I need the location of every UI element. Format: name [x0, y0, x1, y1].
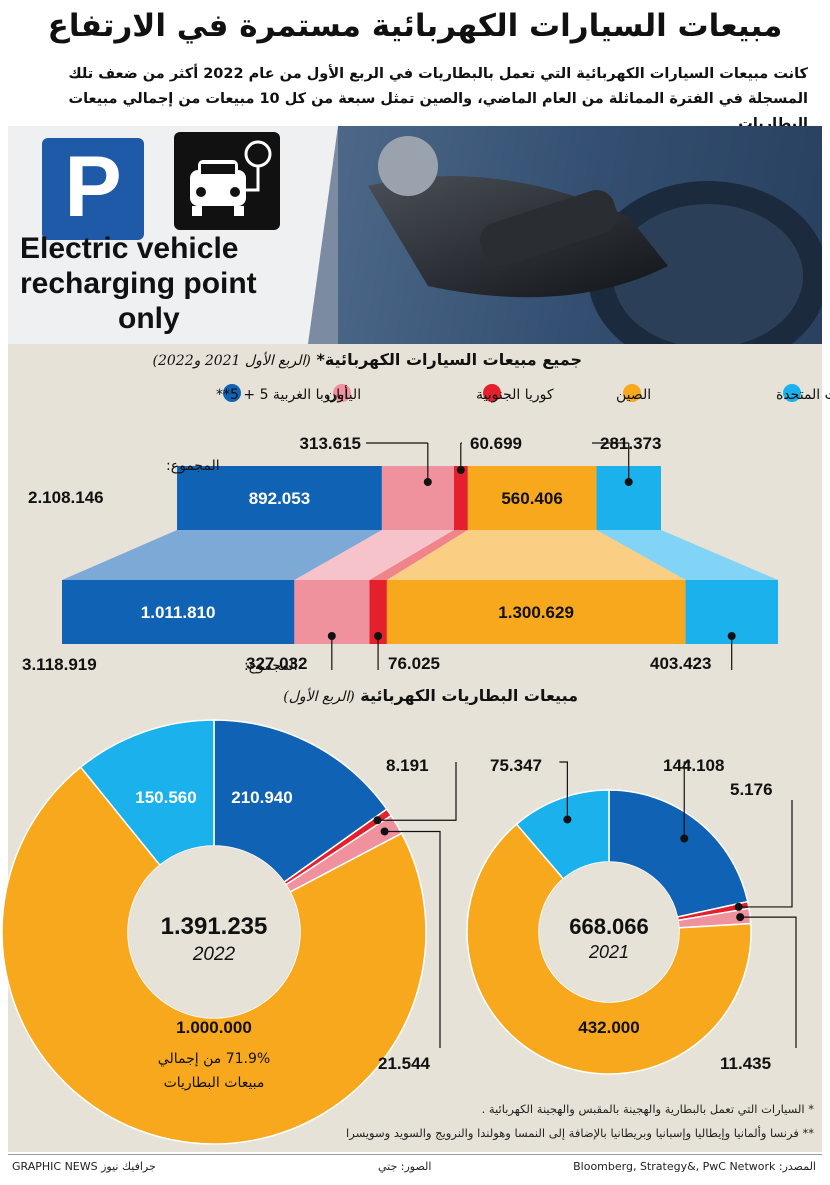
sign-line-2: recharging point: [20, 267, 257, 300]
callout-label-2022-korea: 76.025: [388, 654, 440, 673]
legend-swatch-japan: [333, 384, 351, 402]
callout-line-donut2021-korea: [738, 800, 793, 908]
slice-label-2022-china: 1.000.000: [176, 1018, 252, 1037]
donut-year-2022: 2022: [192, 944, 236, 965]
callout-label-donut2021-europe: 144.108: [663, 756, 724, 775]
legend-swatch-china: [623, 384, 641, 402]
bar-2022-china: [386, 580, 686, 644]
callout-line-donut2022-korea: [377, 762, 457, 821]
bar-label-2022-china: 1.300.629: [498, 603, 574, 622]
callout-line-donut2021-usa: [559, 761, 568, 820]
ev-sales-subtitle: (الربع الأول 2021 و2022): [152, 353, 311, 369]
connector-korea: [369, 530, 468, 580]
sign-line-3: only: [118, 302, 180, 335]
slice-note-2022-line2: مبيعات البطاريات: [164, 1075, 265, 1091]
callout-label-2021-usa: 281.373: [600, 434, 661, 453]
page-subtitle: كانت مبيعات السيارات الكهربائية التي تعم…: [68, 66, 808, 132]
connector-usa: [596, 530, 778, 580]
legend-swatch-europe: [223, 384, 241, 402]
legend-label-china: الصين: [616, 387, 651, 403]
callout-dot-2021-usa: [624, 478, 633, 486]
ev-sales-title-text: جميع مبيعات السيارات الكهربائية*: [316, 350, 582, 369]
bar-label-2022-europe: 1.011.810: [141, 603, 216, 622]
credits-bar: المصدر: Bloomberg, Strategy&, PwC Networ…: [8, 1154, 822, 1179]
total-label-2022: المجموع:: [244, 658, 298, 674]
bar-2021-japan: [381, 466, 454, 530]
connector-japan: [294, 530, 454, 580]
total-label-2021: المجموع:: [166, 458, 220, 474]
callout-label-2021-korea: 60.699: [470, 434, 522, 453]
callout-line-donut2022-japan: [384, 830, 441, 1048]
legend-label-japan: اليابان: [326, 387, 361, 403]
bar-2022-europe: [62, 580, 295, 644]
donut-total-2021: 668.066: [569, 914, 649, 939]
legend-label-europe: أوروبا الغربية 5 + 5**: [216, 385, 348, 403]
bar-2021-europe: [177, 466, 382, 530]
battery-sales-subtitle: (الربع الأول): [283, 689, 355, 705]
parking-sign-icon: [42, 138, 144, 240]
connector-china: [386, 530, 686, 580]
callout-line-donut2021-europe: [683, 761, 691, 839]
donut-total-2022: 1.391.235: [161, 913, 268, 940]
battery-sales-title-text: مبيعات البطاريات الكهربائية: [360, 686, 578, 705]
bar-2021-korea: [453, 466, 468, 530]
donut-year-2021: 2021: [588, 942, 629, 962]
legend-swatch-usa: [783, 384, 801, 402]
callout-label-2022-japan: 327.032: [246, 654, 307, 673]
legend-swatch-korea: [483, 384, 501, 402]
bar-2022-korea: [369, 580, 387, 644]
legend-label-usa: الولايات المتحدة: [776, 387, 830, 403]
slice-note-2022-line1: 71.9% من إجمالي: [158, 1051, 270, 1067]
bar-2021-china: [467, 466, 597, 530]
footnote-1: * السيارات التي تعمل بالبطارية والهجينة …: [481, 1102, 814, 1116]
callout-label-donut2021-korea: 5.176: [730, 780, 773, 799]
donut-hole-2022: [128, 846, 300, 1018]
callout-line-donut2021-japan: [740, 916, 797, 1048]
bar-label-2021-china: 560.406: [501, 489, 562, 508]
callout-label-2022-usa: 403.423: [650, 654, 711, 673]
callout-dot-2021-korea: [456, 466, 465, 474]
total-value-2022: 3.118.919: [22, 655, 97, 674]
sign-line-1: Electric vehicle: [20, 232, 238, 265]
photo-ev-charger: P Electric vehicle recharging point only: [8, 126, 822, 344]
callout-label-2021-japan: 313.615: [300, 434, 361, 453]
donut-hole-2021: [539, 862, 679, 1002]
footnote-2: ** فرنسا وألمانيا وإيطاليا وإسبانيا وبري…: [346, 1126, 814, 1140]
brand-credit: GRAPHIC NEWS جرافيك نيوز: [12, 1160, 156, 1173]
photo-illustration: P Electric vehicle recharging point only: [8, 126, 822, 344]
source-credit: المصدر: Bloomberg, Strategy&, PwC Networ…: [573, 1160, 816, 1173]
callout-label-donut2022-japan: 21.544: [378, 1054, 431, 1073]
callout-label-donut2022-korea: 8.191: [386, 756, 429, 775]
connector-europe: [62, 530, 382, 580]
photo-credit: الصور: جتي: [378, 1160, 432, 1173]
battery-sales-title: مبيعات البطاريات الكهربائية (الربع الأول…: [283, 686, 578, 705]
callout-label-donut2021-usa: 75.347: [490, 756, 542, 775]
page-title: مبيعات السيارات الكهربائية مستمرة في الا…: [47, 8, 783, 44]
slice-label-2022-europe: 210.940: [231, 788, 292, 807]
total-value-2021: 2.108.146: [28, 488, 104, 507]
callout-label-donut2021-japan: 11.435: [720, 1054, 771, 1073]
slice-label-2022-usa: 150.560: [135, 788, 196, 807]
slice-label-2021-china: 432.000: [578, 1018, 639, 1037]
callout-dot-2021-japan: [423, 478, 432, 486]
parking-letter: P: [64, 139, 121, 235]
ev-sales-title: جميع مبيعات السيارات الكهربائية* (الربع …: [153, 350, 583, 369]
bar-label-2021-europe: 892.053: [249, 489, 310, 508]
legend-label-korea: كوريا الجنوبية: [476, 387, 554, 403]
